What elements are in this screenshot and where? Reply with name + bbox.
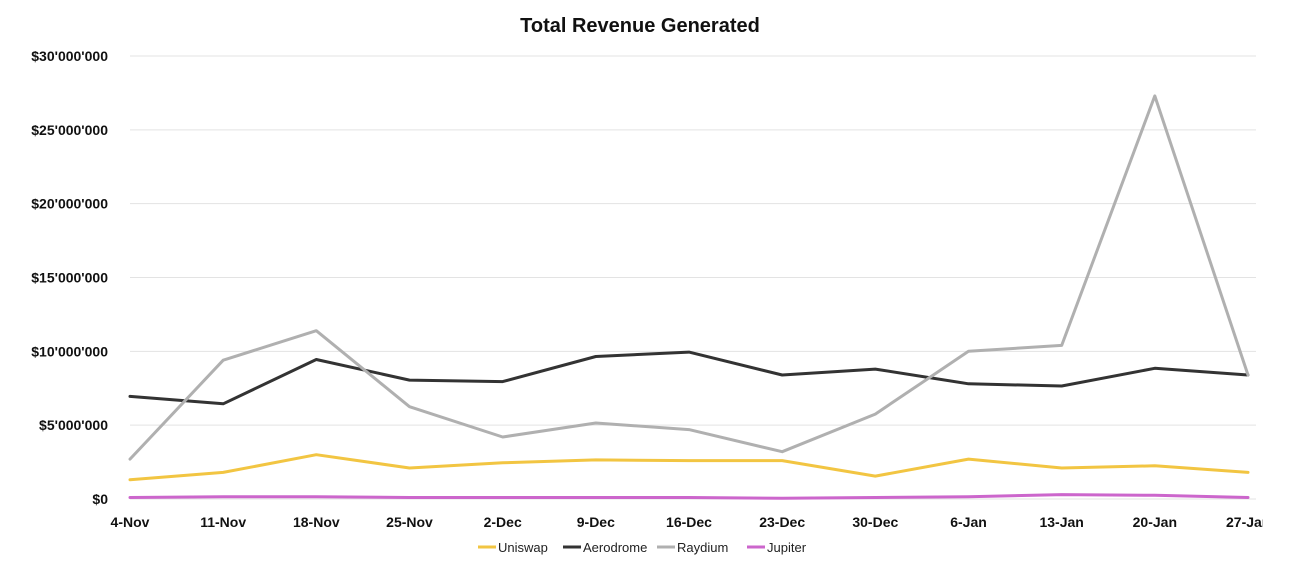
series-lines	[128, 94, 1250, 500]
series-line-uniswap	[128, 453, 1250, 482]
y-tick-label: $25'000'000	[31, 122, 108, 138]
series-line-raydium	[128, 94, 1250, 461]
y-tick-label: $20'000'000	[31, 196, 108, 212]
x-tick-label: 9-Dec	[577, 514, 615, 530]
y-tick-label: $30'000'000	[31, 48, 108, 64]
chart-title: Total Revenue Generated	[520, 15, 760, 37]
series-line-aerodrome	[128, 350, 1250, 406]
legend-label-aerodrome: Aerodrome	[583, 540, 647, 555]
x-tick-label: 25-Nov	[386, 514, 433, 530]
x-tick-label: 11-Nov	[200, 514, 246, 530]
y-axis-ticks: $0 $5'000'000 $10'000'000 $15'000'000 $20'00…	[31, 48, 108, 507]
y-tick-label: $15'000'000	[31, 270, 108, 286]
x-tick-label: 13-Jan	[1039, 514, 1083, 530]
y-tick-label: $0	[92, 491, 108, 507]
legend-label-raydium: Raydium	[677, 540, 728, 555]
legend-label-jupiter: Jupiter	[767, 540, 807, 555]
x-tick-label: 27-Jan	[1226, 514, 1270, 530]
x-tick-label: 16-Dec	[666, 514, 712, 530]
x-tick-label: 30-Dec	[852, 514, 898, 530]
x-tick-label: 4-Nov	[111, 514, 150, 530]
gridlines	[130, 55, 1256, 500]
x-tick-label: 18-Nov	[293, 514, 340, 530]
x-tick-label: 20-Jan	[1133, 514, 1177, 530]
x-tick-label: 6-Jan	[950, 514, 987, 530]
x-axis-ticks: 4-Nov 11-Nov 18-Nov 25-Nov 2-Dec 9-Dec 16-Dec 2…	[111, 514, 1270, 530]
series-line-jupiter	[128, 493, 1250, 500]
legend: Uniswap Aerodrome Raydium Jupiter	[478, 540, 807, 555]
y-tick-label: $5'000'000	[39, 417, 108, 433]
legend-label-uniswap: Uniswap	[498, 540, 548, 555]
x-tick-label: 23-Dec	[759, 514, 805, 530]
x-tick-label: 2-Dec	[484, 514, 522, 530]
y-tick-label: $10'000'000	[31, 343, 108, 359]
